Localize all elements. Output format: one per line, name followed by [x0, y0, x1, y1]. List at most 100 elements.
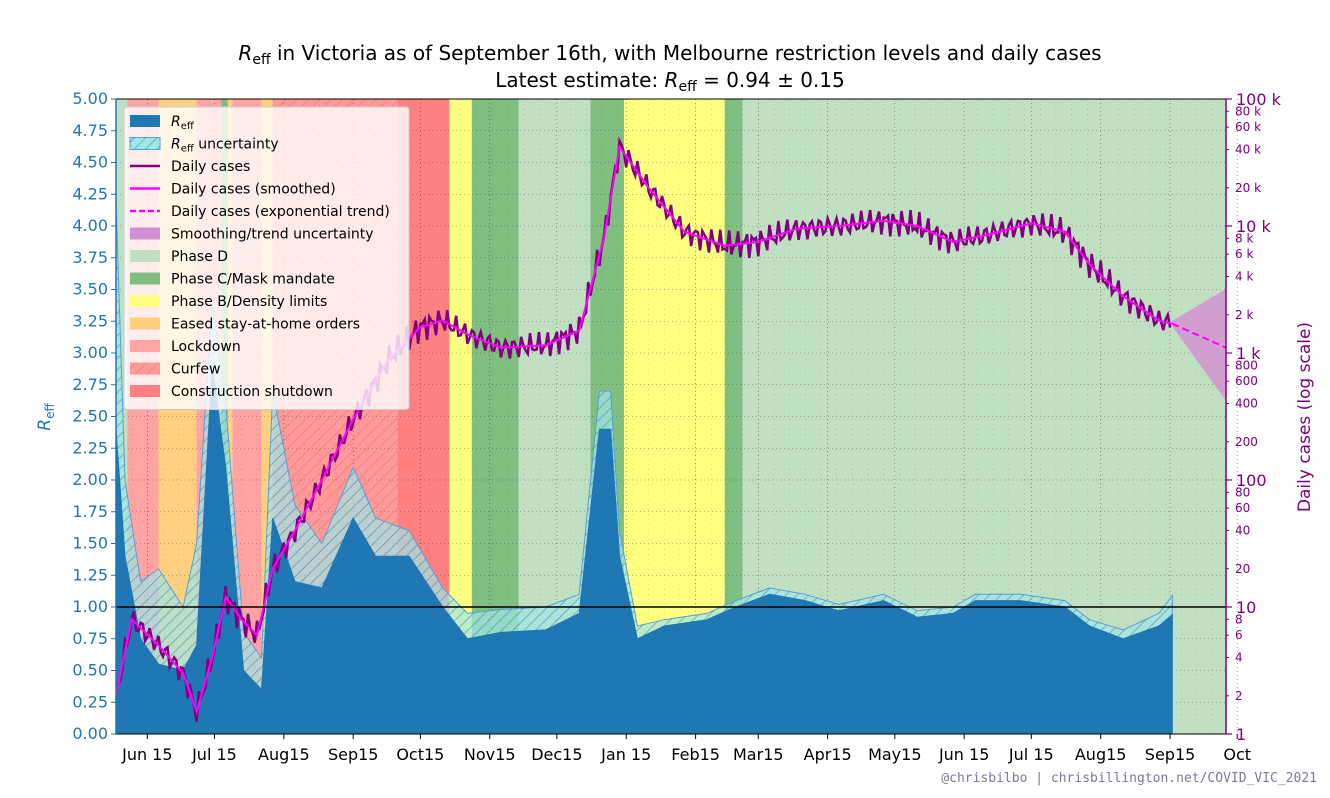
x-tick-label: Oct15	[396, 745, 444, 764]
left-axis-ticks: 0.00 0.25 0.50 0.75 1.00 1.25 1.50 1.75 2.00 2.25…	[72, 89, 116, 743]
right-minor-tick-label: 60 k	[1235, 120, 1261, 134]
title-text-1: in Victoria as of September 16th, with M…	[271, 41, 1102, 65]
legend-swatch	[130, 227, 160, 240]
right-major-tick-label: 10	[1236, 598, 1256, 617]
right-minor-tick-label: 4	[1235, 651, 1243, 665]
right-minor-tick-label: 40	[1235, 524, 1250, 538]
left-axis-label: Reff	[35, 403, 57, 431]
legend-swatch	[130, 272, 160, 285]
right-major-tick-label: 1	[1236, 725, 1246, 744]
x-tick-label: Aug15	[258, 745, 310, 764]
right-minor-tick-label: 6 k	[1235, 247, 1253, 261]
right-minor-tick-label: 80 k	[1235, 104, 1261, 118]
x-tick-label: Dec15	[531, 745, 582, 764]
daily-cases-trend-line	[1171, 322, 1226, 349]
x-tick-label: Jun 15	[121, 745, 172, 764]
right-minor-tick-label: 8 k	[1235, 231, 1253, 245]
legend-swatch	[130, 250, 160, 262]
left-tick-label: 2.00	[72, 470, 108, 489]
chart-title-line2: Latest estimate: Reff = 0.94 ± 0.15	[495, 68, 844, 95]
right-minor-tick-label: 80	[1235, 485, 1250, 499]
left-tick-label: 3.75	[72, 248, 108, 267]
title-symbol-1: R	[238, 41, 252, 65]
legend-label: Daily cases	[171, 159, 250, 175]
left-tick-label: 3.50	[72, 280, 108, 299]
left-tick-label: 4.50	[72, 153, 108, 172]
x-tick-label: Aug15	[1075, 745, 1127, 764]
right-axis-label: Daily cases (log scale)	[1295, 322, 1315, 512]
left-tick-label: 3.25	[72, 311, 108, 330]
credit-text: @chrisbilbo | chrisbillington.net/COVID_…	[941, 771, 1317, 786]
right-minor-tick-label: 8	[1235, 612, 1243, 626]
legend-label: Daily cases (smoothed)	[171, 182, 336, 198]
legend-label: Reff	[171, 114, 195, 132]
left-axis-label-symbol: R	[35, 419, 55, 431]
right-axis-ticks: 1 10 100 1 k 10 k 100 k 2 4 6 8 20 40 60 80 200 400 600 8…	[1226, 90, 1282, 744]
legend-label: Phase C/Mask mandate	[171, 272, 335, 288]
trend-uncertainty-cone	[1172, 288, 1226, 401]
phase-band-eased	[227, 99, 233, 734]
legend-label: Daily cases (exponential trend)	[171, 204, 390, 220]
legend: Reff Reff uncertainty Daily cases Daily cas…	[123, 106, 410, 410]
right-major-tick-label: 100 k	[1236, 90, 1282, 109]
right-minor-tick-label: 400	[1235, 397, 1258, 411]
x-tick-label: Jul 15	[1008, 745, 1054, 764]
legend-swatch	[130, 295, 160, 307]
left-tick-label: 4.75	[72, 121, 108, 140]
right-minor-tick-label: 200	[1235, 435, 1258, 449]
right-minor-tick-label: 4 k	[1235, 270, 1253, 284]
right-minor-tick-label: 2 k	[1235, 308, 1253, 322]
right-minor-tick-label: 20	[1235, 562, 1250, 576]
right-minor-tick-label: 600	[1235, 374, 1258, 388]
title-symbol-2: R	[665, 68, 679, 92]
x-tick-label: May15	[868, 745, 921, 764]
title-subscript-1: eff	[252, 52, 271, 68]
right-minor-tick-label: 6	[1235, 628, 1243, 642]
phase-band-phase_c	[724, 99, 743, 734]
legend-label: Eased stay-at-home orders	[171, 317, 360, 333]
legend-swatch	[130, 340, 160, 352]
left-tick-label: 1.00	[72, 597, 108, 616]
left-tick-label: 4.00	[72, 216, 108, 235]
x-axis-ticks: Jun 15 Jul 15 Aug15 Sep15 Oct15 Nov15 Dec15 Jan…	[121, 734, 1251, 764]
x-tick-label: Apr15	[804, 745, 852, 764]
daily-cases-line	[116, 136, 1172, 722]
left-tick-label: 1.50	[72, 534, 108, 553]
right-major-tick-label: 10 k	[1236, 217, 1271, 236]
legend-swatch	[130, 115, 160, 127]
x-tick-label: Nov15	[464, 745, 516, 764]
x-tick-label: Sep15	[328, 745, 379, 764]
left-tick-label: 0.75	[72, 629, 108, 648]
x-tick-label: Jul 15	[191, 745, 237, 764]
legend-label: Reff uncertainty	[171, 137, 279, 155]
title-subscript-2: eff	[678, 79, 697, 95]
left-tick-label: 0.00	[72, 724, 108, 743]
x-tick-label: Jan 15	[600, 745, 651, 764]
x-tick-label: Feb15	[671, 745, 720, 764]
right-major-tick-label: 100	[1236, 471, 1267, 490]
right-minor-tick-label: 800	[1235, 358, 1258, 372]
legend-label: Lockdown	[171, 339, 241, 355]
right-minor-tick-label: 60	[1235, 501, 1250, 515]
cases-series	[116, 136, 1226, 722]
legend-box	[123, 106, 410, 410]
right-minor-tick-label: 40 k	[1235, 143, 1261, 157]
left-tick-label: 2.75	[72, 375, 108, 394]
left-axis-label-subscript: eff	[43, 403, 57, 419]
right-minor-tick-label: 20 k	[1235, 181, 1261, 195]
right-minor-tick-label: 2	[1235, 689, 1243, 703]
legend-label: Curfew	[171, 362, 220, 378]
title-value-2: = 0.94 ± 0.15	[697, 68, 845, 92]
left-tick-label: 5.00	[72, 89, 108, 108]
left-tick-label: 2.25	[72, 438, 108, 457]
left-tick-label: 4.25	[72, 184, 108, 203]
legend-swatch	[130, 385, 160, 397]
reff-area	[116, 365, 1173, 734]
left-tick-label: 0.25	[72, 692, 108, 711]
legend-swatch-hatch	[130, 362, 160, 375]
legend-swatch	[130, 317, 160, 330]
legend-label: Phase D	[171, 249, 228, 265]
left-tick-label: 1.75	[72, 502, 108, 521]
legend-label: Phase B/Density limits	[171, 294, 327, 310]
reff-series	[116, 200, 1173, 734]
